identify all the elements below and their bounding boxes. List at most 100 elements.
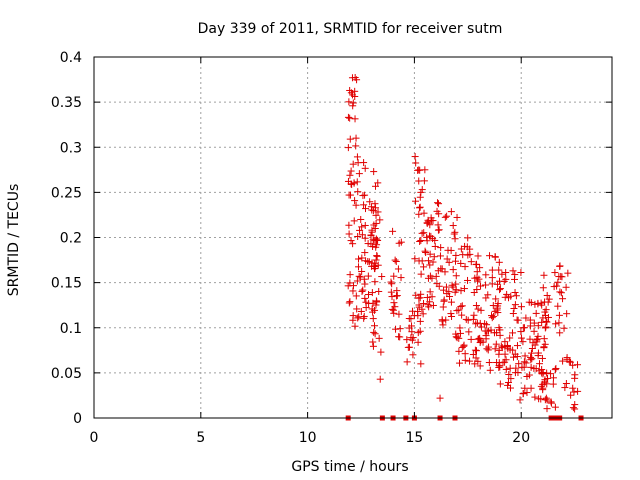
data-point bbox=[371, 278, 379, 286]
data-point bbox=[414, 338, 422, 346]
data-point bbox=[562, 380, 570, 388]
data-point bbox=[466, 357, 474, 365]
data-point bbox=[397, 274, 405, 282]
data-point bbox=[414, 329, 422, 337]
data-point bbox=[574, 387, 582, 395]
data-point bbox=[416, 193, 424, 201]
data-point bbox=[344, 144, 352, 152]
data-point bbox=[427, 232, 435, 240]
data-point bbox=[558, 273, 566, 281]
data-point bbox=[353, 153, 361, 161]
data-point bbox=[426, 298, 434, 306]
data-point bbox=[542, 311, 550, 319]
data-point bbox=[408, 336, 416, 344]
data-point bbox=[407, 315, 415, 323]
data-point bbox=[526, 322, 534, 330]
data-point bbox=[505, 379, 513, 387]
y-tick-label: 0.35 bbox=[51, 95, 82, 111]
data-point bbox=[417, 236, 425, 244]
data-point bbox=[368, 262, 376, 270]
data-point bbox=[430, 253, 438, 261]
data-point bbox=[522, 359, 530, 367]
data-point bbox=[409, 351, 417, 359]
y-tick-label: 0.1 bbox=[60, 321, 82, 337]
data-point bbox=[488, 266, 496, 274]
data-point bbox=[543, 291, 551, 299]
data-point bbox=[507, 292, 515, 300]
data-point bbox=[569, 361, 577, 369]
data-point bbox=[517, 334, 525, 342]
data-point bbox=[444, 246, 452, 254]
data-point bbox=[570, 388, 578, 396]
data-point bbox=[405, 343, 413, 351]
data-point bbox=[539, 384, 547, 392]
data-point bbox=[574, 361, 582, 369]
data-point bbox=[543, 405, 551, 413]
data-point bbox=[412, 291, 420, 299]
axis-ticks: 0 5 10 15 20 0 0.05 0.1 0.15 0.2 0.25 0.3 0.35 0.4 bbox=[51, 50, 612, 446]
data-point bbox=[416, 327, 424, 335]
data-point bbox=[396, 325, 404, 333]
data-point bbox=[452, 333, 460, 341]
data-point bbox=[390, 299, 398, 307]
data-point bbox=[530, 319, 538, 327]
data-point bbox=[438, 317, 446, 325]
data-point bbox=[345, 98, 353, 106]
data-point bbox=[553, 282, 561, 290]
data-point bbox=[499, 358, 507, 366]
data-point bbox=[369, 342, 377, 350]
data-point bbox=[519, 324, 527, 332]
data-point bbox=[377, 348, 385, 356]
data-point bbox=[394, 265, 402, 273]
data-point bbox=[551, 403, 559, 411]
data-point bbox=[348, 74, 356, 82]
data-point bbox=[453, 307, 461, 315]
data-point bbox=[372, 219, 380, 227]
data-point bbox=[491, 253, 499, 261]
data-point bbox=[439, 303, 447, 311]
data-point bbox=[395, 333, 403, 341]
data-point bbox=[474, 252, 482, 260]
data-point bbox=[390, 272, 398, 280]
data-point bbox=[458, 343, 466, 351]
data-point bbox=[461, 263, 469, 271]
data-point bbox=[345, 299, 353, 307]
data-point bbox=[441, 213, 449, 221]
data-point bbox=[461, 350, 469, 358]
data-point bbox=[506, 364, 514, 372]
data-point bbox=[345, 230, 353, 238]
data-point bbox=[479, 338, 487, 346]
data-point bbox=[496, 380, 504, 388]
data-point bbox=[513, 342, 521, 350]
data-point bbox=[516, 396, 524, 404]
data-point bbox=[361, 221, 369, 229]
data-point bbox=[351, 322, 359, 330]
data-point bbox=[523, 389, 531, 397]
data-point bbox=[387, 288, 395, 296]
data-point bbox=[412, 159, 420, 167]
data-point bbox=[503, 290, 511, 298]
data-point bbox=[510, 353, 518, 361]
data-point bbox=[423, 219, 431, 227]
data-point bbox=[535, 367, 543, 375]
data-point bbox=[502, 365, 510, 373]
data-point bbox=[539, 284, 547, 292]
data-point bbox=[448, 312, 456, 320]
data-point bbox=[346, 271, 354, 279]
data-point bbox=[542, 317, 550, 325]
data-point bbox=[361, 280, 369, 288]
data-point bbox=[531, 393, 539, 401]
data-point bbox=[530, 364, 538, 372]
data-point bbox=[403, 358, 411, 366]
data-point bbox=[349, 312, 357, 320]
data-point bbox=[344, 177, 352, 185]
data-point bbox=[424, 301, 432, 309]
data-point bbox=[544, 298, 552, 306]
data-point bbox=[541, 340, 549, 348]
data-point bbox=[482, 332, 490, 340]
data-point bbox=[472, 261, 480, 269]
data-point bbox=[361, 191, 369, 199]
data-point bbox=[389, 227, 397, 235]
data-point bbox=[372, 256, 380, 264]
